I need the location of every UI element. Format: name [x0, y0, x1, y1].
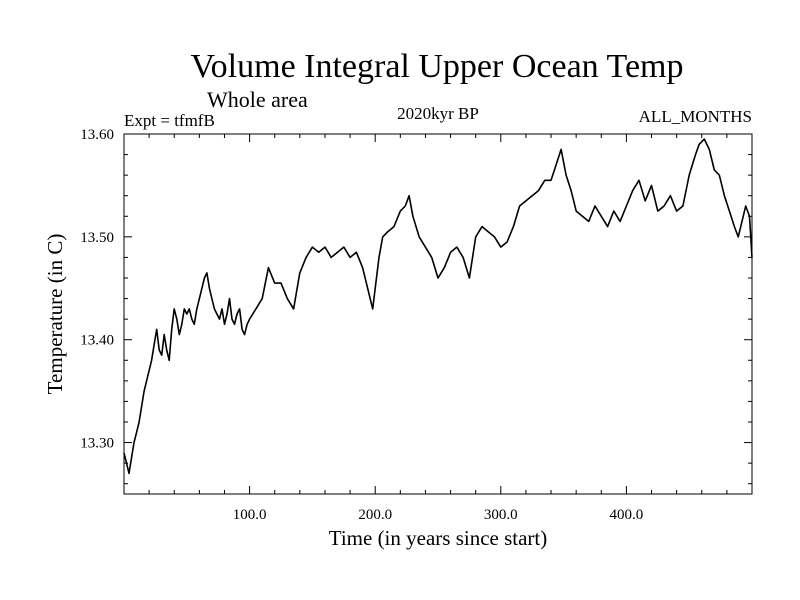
x-tick-label: 400.0 — [610, 507, 644, 523]
x-tick-label: 200.0 — [358, 507, 392, 523]
series-line — [123, 138, 753, 475]
annotation-months: ALL_MONTHS — [639, 107, 752, 126]
y-axis-label: Temperature (in C) — [43, 234, 67, 395]
x-tick-label: 100.0 — [233, 507, 267, 523]
chart-subtitle: Whole area — [207, 87, 308, 112]
x-axis: 100.0 200.0 300.0 400.0 — [148, 134, 728, 523]
plot-frame — [123, 133, 753, 495]
chart-title: Volume Integral Upper Ocean Temp — [191, 48, 684, 85]
y-tick-label: 13.30 — [80, 436, 114, 452]
annotation-period: 2020kyr BP — [397, 104, 479, 123]
y-tick-label: 13.40 — [80, 333, 114, 349]
y-axis: 13.30 13.40 13.50 13.60 — [80, 127, 752, 485]
y-tick-label: 13.50 — [80, 230, 114, 246]
annotation-expt: Expt = tfmfB — [124, 111, 215, 130]
x-axis-label: Time (in years since start) — [329, 526, 548, 550]
x-tick-label: 300.0 — [484, 507, 518, 523]
y-tick-label: 13.60 — [80, 127, 114, 143]
